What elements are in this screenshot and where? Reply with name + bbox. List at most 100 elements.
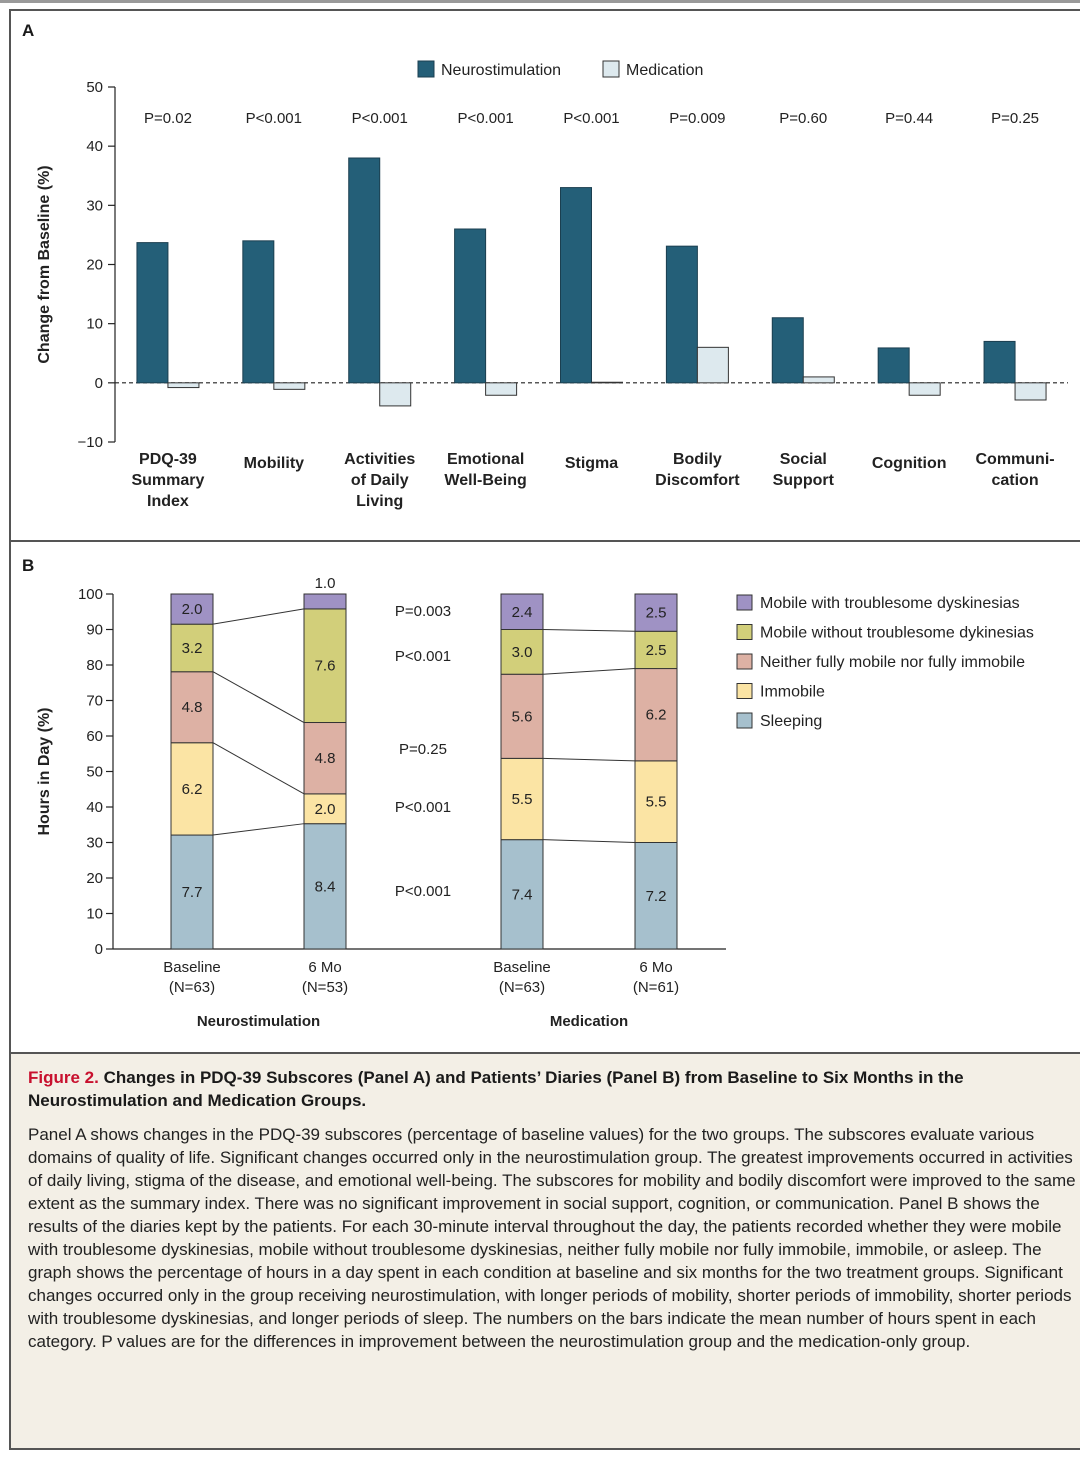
panel-b-legend-swatch [736, 594, 753, 611]
stacked-segment [170, 623, 214, 673]
panel-b-p-value: P<0.001 [395, 883, 451, 900]
medication-bar [802, 376, 835, 384]
segment-hours-label: 7.7 [182, 884, 203, 901]
bar-n-label: (N=63) [169, 979, 215, 996]
panel-b-p-value: P=0.003 [395, 603, 451, 620]
legend-medication-swatch [602, 60, 620, 78]
panel-a-y-axis-label: Change from Baseline (%) [36, 165, 53, 363]
neurostimulation-bar [454, 228, 487, 384]
panel-b-legend-swatch [736, 653, 753, 670]
panel-b-y-tick-label: 20 [86, 870, 103, 887]
stacked-segment [303, 722, 347, 795]
panel-a-category-label: Activities [344, 451, 415, 468]
panel-a-y-tick-label: 0 [95, 375, 103, 392]
panel-b-legend-swatch [736, 683, 753, 699]
stacked-segment [170, 834, 214, 950]
connector-line [542, 668, 636, 675]
medication-bar [1014, 382, 1047, 401]
legend-neurostimulation-swatch [417, 60, 435, 78]
panel-a-y-tick-label: −10 [78, 434, 103, 451]
bar-x-label: 6 Mo [639, 959, 672, 976]
panel-b-y-axis-label: Hours in Day (%) [36, 707, 53, 835]
caption-title: Figure 2. Changes in PDQ-39 Subscores (P… [28, 1066, 1058, 1112]
figure-label: Figure 2. [28, 1068, 99, 1087]
panel-b-y-tick-label: 50 [86, 764, 103, 781]
segment-hours-label: 2.4 [512, 604, 533, 621]
panel-b-y-tick-label: 60 [86, 728, 103, 745]
panel-b-legend-label: Sleeping [760, 713, 822, 730]
stacked-segment [500, 593, 544, 630]
medication-bar [485, 382, 518, 396]
caption-divider [9, 1052, 1080, 1054]
connector-line [212, 742, 305, 795]
segment-hours-label: 7.4 [512, 886, 533, 903]
bar-n-label: (N=61) [633, 979, 679, 996]
panel-a-p-value: P=0.60 [779, 110, 827, 127]
bar-n-label: (N=63) [499, 979, 545, 996]
figure-caption: Figure 2. Changes in PDQ-39 Subscores (P… [11, 1054, 1080, 1448]
panel-a-category-label: Index [147, 493, 189, 510]
segment-hours-label: 8.4 [315, 878, 336, 895]
segment-hours-label: 4.8 [182, 699, 203, 716]
group-label-neurostimulation: Neurostimulation [197, 1013, 320, 1030]
panel-b-p-value: P=0.25 [399, 741, 447, 758]
medication-bar [591, 381, 623, 384]
top-rule [0, 0, 1080, 3]
panel-a-p-value: P<0.001 [563, 110, 619, 127]
neurostimulation-bar [136, 242, 169, 384]
panel-a-y-tick-label: 40 [86, 138, 103, 155]
stacked-segment [303, 608, 347, 724]
panel-a-category-label: Summary [131, 472, 204, 489]
segment-hours-label: 3.0 [512, 644, 533, 661]
panel-divider [9, 540, 1080, 542]
panel-a-y-tick-label: 50 [86, 79, 103, 96]
stacked-segment [500, 629, 544, 675]
bar-x-label: 6 Mo [308, 959, 341, 976]
panel-b-legend-label: Mobile without troublesome dykinesias [760, 625, 1034, 642]
connector-line [212, 671, 305, 723]
panel-b-y-tick-label: 30 [86, 835, 103, 852]
medication-bar [273, 382, 306, 390]
neurostimulation-bar [348, 157, 381, 384]
neurostimulation-bar [560, 187, 592, 384]
medication-bar [908, 382, 941, 396]
neurostimulation-bar [877, 347, 910, 384]
panel-a-category-label: Social [780, 451, 827, 468]
panel-b-y-tick-label: 100 [78, 586, 103, 603]
panel-a-p-value: P=0.25 [991, 110, 1039, 127]
caption-body: Panel A shows changes in the PDQ-39 subs… [28, 1125, 1076, 1351]
panel-b-legend-label: Immobile [760, 684, 825, 701]
bar-x-label: Baseline [163, 959, 221, 976]
stacked-segment [303, 823, 347, 950]
panel-a-p-value: P=0.02 [144, 110, 192, 127]
panel-a-category-label: Cognition [872, 455, 947, 472]
segment-hours-label: 3.2 [182, 640, 203, 657]
caption-title-text: Changes in PDQ-39 Subscores (Panel A) an… [28, 1068, 964, 1110]
panel-a-chart: 50 40 30 20 10 0 −10 Change from Baseline (%) P=… [36, 60, 1068, 510]
panel-b-y-tick-label: 90 [86, 622, 103, 639]
panel-a-y-tick-label: 10 [86, 316, 103, 333]
panel-a-category-label: Emotional [447, 451, 524, 468]
medication-bar [696, 346, 729, 384]
panel-b-y-tick-label: 70 [86, 693, 103, 710]
segment-hours-label: 2.5 [646, 642, 667, 659]
medication-bar [167, 382, 200, 389]
neurostimulation-bar [983, 340, 1016, 384]
stacked-segment [170, 671, 214, 744]
panel-b-legend-label: Mobile with troublesome dyskinesias [760, 595, 1020, 612]
panel-b-y-tick-label: 0 [95, 941, 103, 958]
panel-b-y-tick-label: 80 [86, 657, 103, 674]
panel-a-p-value: P=0.009 [669, 110, 725, 127]
panel-a-category-label: PDQ-39 [139, 451, 197, 468]
stacked-segment [634, 668, 678, 762]
panel-b-y-tick-label: 10 [86, 906, 103, 923]
panel-a-category-label: Stigma [565, 455, 618, 472]
bar-x-label: Baseline [493, 959, 551, 976]
panel-a-category-label: cation [991, 472, 1038, 489]
segment-hours-label: 2.0 [315, 801, 336, 818]
panel-a-p-value: P=0.44 [885, 110, 933, 127]
connector-line [542, 629, 636, 632]
legend-medication-label: Medication [626, 62, 703, 79]
